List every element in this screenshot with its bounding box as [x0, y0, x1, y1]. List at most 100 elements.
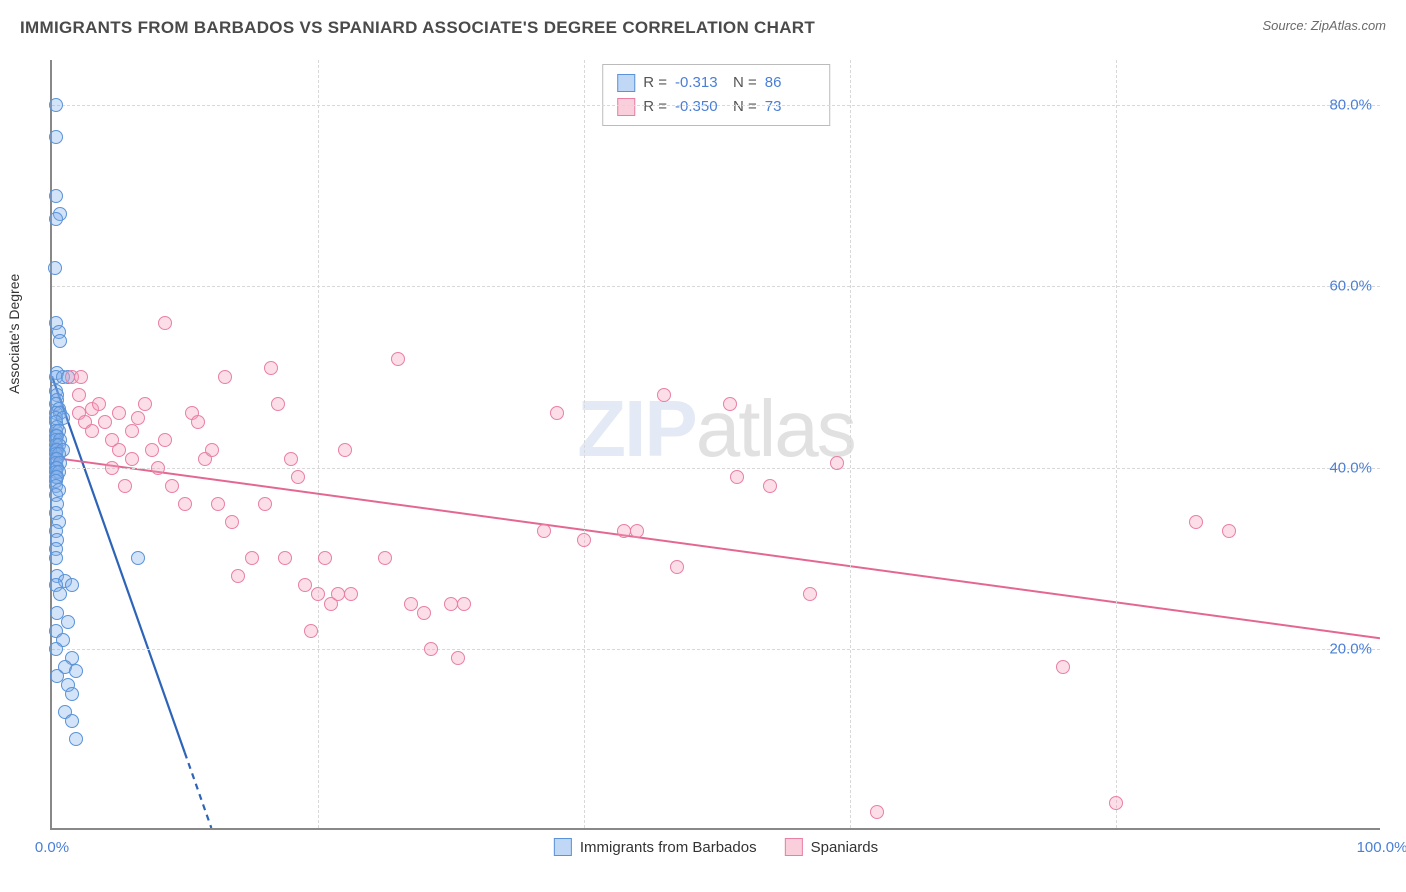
- data-point: [61, 615, 75, 629]
- stats-row: R = -0.313 N = 86: [617, 71, 815, 95]
- stat-n-value: 86: [765, 71, 815, 95]
- data-point: [451, 651, 465, 665]
- data-point: [311, 587, 325, 601]
- data-point: [49, 642, 63, 656]
- data-point: [105, 461, 119, 475]
- data-point: [537, 524, 551, 538]
- stat-r-value: -0.350: [675, 95, 725, 119]
- chart-title: IMMIGRANTS FROM BARBADOS VS SPANIARD ASS…: [20, 18, 815, 37]
- watermark-zip: ZIP: [577, 384, 695, 473]
- data-point: [65, 687, 79, 701]
- data-point: [870, 805, 884, 819]
- data-point: [178, 497, 192, 511]
- data-point: [65, 714, 79, 728]
- stat-r-value: -0.313: [675, 71, 725, 95]
- grid-line: [318, 60, 319, 828]
- stat-label: R =: [643, 95, 667, 119]
- data-point: [1189, 515, 1203, 529]
- stat-label: R =: [643, 71, 667, 95]
- data-point: [118, 479, 132, 493]
- data-point: [670, 560, 684, 574]
- y-tick-label: 60.0%: [1329, 278, 1372, 295]
- data-point: [298, 578, 312, 592]
- data-point: [151, 461, 165, 475]
- data-point: [49, 551, 63, 565]
- data-point: [271, 397, 285, 411]
- data-point: [378, 551, 392, 565]
- y-tick-label: 20.0%: [1329, 640, 1372, 657]
- data-point: [231, 569, 245, 583]
- data-point: [218, 370, 232, 384]
- legend-item: Immigrants from Barbados: [554, 838, 757, 856]
- data-point: [138, 397, 152, 411]
- regression-lines: [52, 60, 1380, 828]
- swatch-icon: [554, 838, 572, 856]
- grid-line: [1116, 60, 1117, 828]
- data-point: [225, 515, 239, 529]
- data-point: [803, 587, 817, 601]
- data-point: [630, 524, 644, 538]
- data-point: [730, 470, 744, 484]
- data-point: [158, 433, 172, 447]
- data-point: [391, 352, 405, 366]
- data-point: [49, 130, 63, 144]
- data-point: [278, 551, 292, 565]
- data-point: [53, 587, 67, 601]
- data-point: [98, 415, 112, 429]
- legend-label: Immigrants from Barbados: [580, 839, 757, 856]
- data-point: [85, 424, 99, 438]
- data-point: [49, 189, 63, 203]
- data-point: [338, 443, 352, 457]
- grid-line: [52, 105, 1380, 106]
- data-point: [125, 452, 139, 466]
- data-point: [69, 664, 83, 678]
- data-point: [258, 497, 272, 511]
- y-tick-label: 80.0%: [1329, 97, 1372, 114]
- data-point: [158, 316, 172, 330]
- swatch-icon: [617, 74, 635, 92]
- data-point: [205, 443, 219, 457]
- data-point: [165, 479, 179, 493]
- grid-line: [850, 60, 851, 828]
- data-point: [1222, 524, 1236, 538]
- data-point: [291, 470, 305, 484]
- y-axis-label: Associate's Degree: [6, 274, 22, 394]
- data-point: [417, 606, 431, 620]
- data-point: [404, 597, 418, 611]
- data-point: [112, 406, 126, 420]
- bottom-legend: Immigrants from Barbados Spaniards: [554, 838, 878, 856]
- data-point: [53, 334, 67, 348]
- data-point: [331, 587, 345, 601]
- data-point: [48, 261, 62, 275]
- swatch-icon: [785, 838, 803, 856]
- data-point: [657, 388, 671, 402]
- data-point: [69, 732, 83, 746]
- legend-item: Spaniards: [785, 838, 879, 856]
- stat-label: N =: [733, 71, 757, 95]
- swatch-icon: [617, 98, 635, 116]
- data-point: [424, 642, 438, 656]
- data-point: [131, 551, 145, 565]
- data-point: [49, 212, 63, 226]
- data-point: [131, 411, 145, 425]
- data-point: [284, 452, 298, 466]
- data-point: [145, 443, 159, 457]
- grid-line: [52, 468, 1380, 469]
- data-point: [444, 597, 458, 611]
- grid-line: [52, 649, 1380, 650]
- data-point: [1109, 796, 1123, 810]
- data-point: [1056, 660, 1070, 674]
- data-point: [723, 397, 737, 411]
- data-point: [304, 624, 318, 638]
- data-point: [72, 388, 86, 402]
- data-point: [318, 551, 332, 565]
- x-tick-label: 100.0%: [1357, 839, 1406, 856]
- data-point: [550, 406, 564, 420]
- data-point: [617, 524, 631, 538]
- data-point: [74, 370, 88, 384]
- data-point: [245, 551, 259, 565]
- data-point: [830, 456, 844, 470]
- data-point: [577, 533, 591, 547]
- legend-label: Spaniards: [811, 839, 879, 856]
- header: IMMIGRANTS FROM BARBADOS VS SPANIARD ASS…: [20, 18, 1386, 46]
